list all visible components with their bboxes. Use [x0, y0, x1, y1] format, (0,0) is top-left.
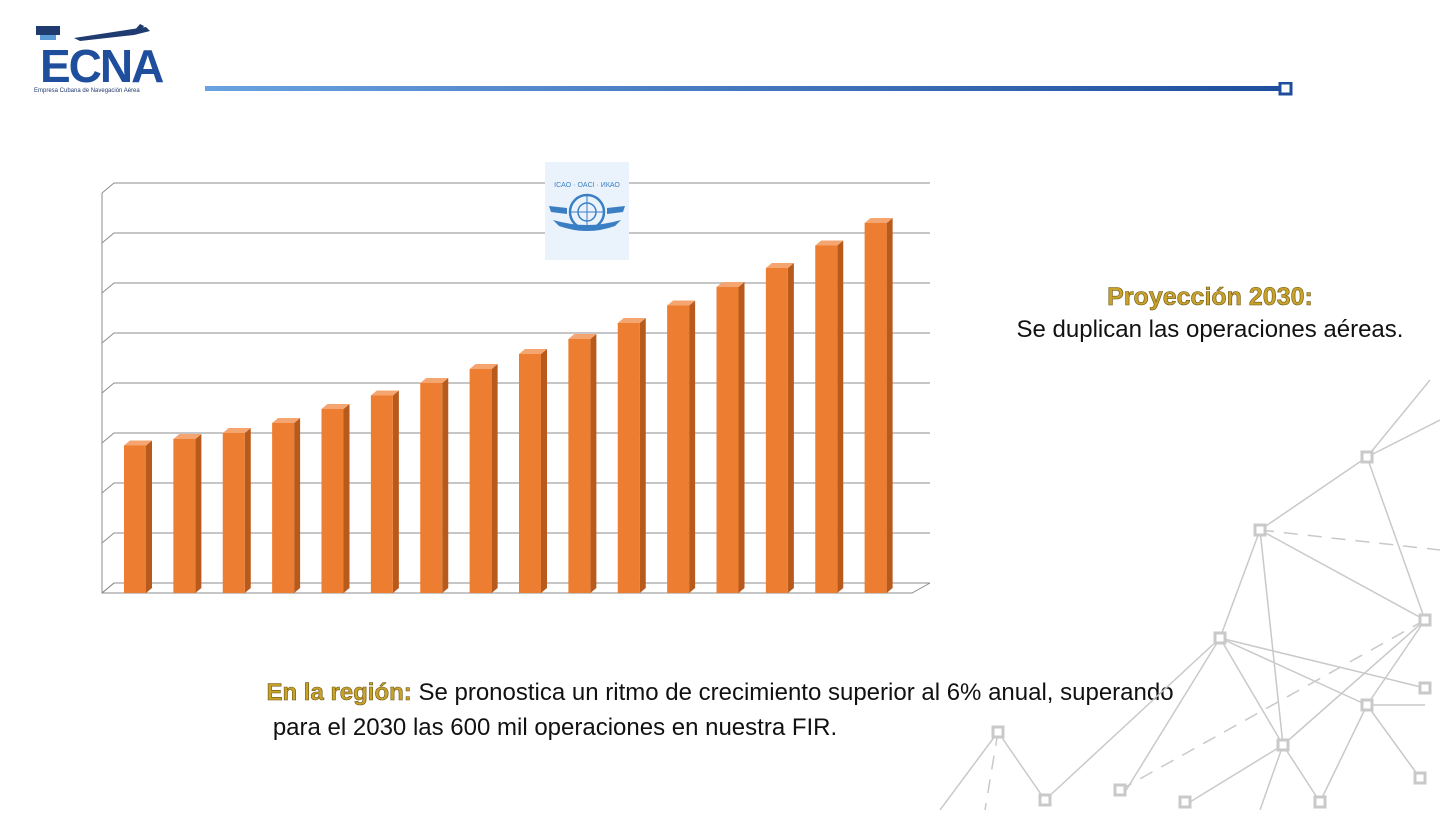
gridline: [101, 482, 930, 494]
logo-text: ECNA: [40, 40, 163, 88]
bar-top: [765, 263, 794, 268]
bar-side: [590, 334, 597, 593]
bar-side: [392, 390, 399, 593]
bar: [222, 433, 245, 593]
bar: [469, 369, 492, 593]
ecna-logo: ECNA Empresa Cubana de Navegación Aérea: [34, 22, 184, 102]
bar-side: [639, 318, 646, 593]
airplane-icon: [74, 24, 150, 41]
bar-top: [124, 440, 152, 446]
bar: [864, 223, 887, 593]
gridline: [101, 282, 930, 294]
bar-side: [244, 428, 251, 593]
projection-block: Proyección 2030: Se duplican las operaci…: [1010, 283, 1410, 346]
bar: [667, 305, 690, 593]
bar: [321, 409, 344, 593]
bar-side: [689, 300, 696, 593]
logo-caption: Empresa Cubana de Navegación Aérea: [34, 88, 140, 94]
bar-top: [370, 390, 399, 396]
bar-side: [787, 263, 794, 593]
bar-side: [146, 440, 152, 593]
bar-top: [222, 428, 251, 433]
icao-emblem-text: ICAO · OACI · ИКАО: [554, 182, 620, 189]
bar-top: [173, 434, 202, 439]
bar-side: [837, 240, 844, 593]
bar: [124, 445, 146, 593]
gridline: [101, 532, 930, 544]
bar-side: [442, 378, 449, 593]
bar: [765, 268, 788, 593]
bar: [568, 339, 591, 593]
axis-floor-edge: [101, 582, 115, 594]
bar-side: [738, 282, 745, 593]
bar-top: [519, 349, 547, 354]
axis-frame: [101, 193, 931, 594]
gridline: [101, 182, 930, 194]
bar: [272, 423, 295, 593]
bar-side: [491, 364, 498, 593]
bar-side: [343, 404, 350, 593]
bar-side: [294, 418, 301, 593]
region-text-line1: Se pronostica un ritmo de crecimiento su…: [411, 679, 1174, 706]
region-statement: En la región: Se pronostica un ritmo de …: [160, 676, 1280, 746]
region-label: En la región:: [266, 679, 412, 707]
bar: [815, 245, 838, 593]
bar-top: [568, 334, 597, 339]
bar-side: [886, 218, 893, 593]
bar: [519, 354, 541, 593]
bar: [173, 439, 196, 593]
bar-side: [195, 434, 202, 593]
operations-bar-chart: [90, 165, 940, 605]
tower-icon: [36, 26, 60, 35]
bar-top: [321, 404, 350, 409]
network-decoration: [930, 360, 1440, 811]
bar-top: [864, 218, 893, 223]
gridline: [101, 232, 930, 244]
gridline: [101, 332, 930, 344]
bar-top: [420, 378, 449, 383]
bar-side: [541, 349, 547, 593]
bar-top: [667, 300, 696, 306]
bar-top: [716, 282, 745, 287]
bar: [370, 395, 393, 593]
bar-top: [469, 364, 498, 369]
bar-top: [815, 240, 844, 246]
gridline: [101, 382, 930, 394]
icao-emblem: ICAO · OACI · ИКАО: [545, 162, 629, 260]
region-text-line2: para el 2030 las 600 mil operaciones en …: [272, 713, 838, 741]
bar-top: [272, 418, 301, 423]
bar-top: [617, 318, 646, 323]
header-divider: [205, 81, 1305, 98]
bar: [617, 323, 640, 593]
gridline: [101, 432, 930, 444]
projection-title: Proyección 2030:: [1107, 283, 1313, 312]
projection-text: Se duplican las operaciones aéreas.: [1016, 316, 1404, 343]
bar: [420, 383, 443, 593]
bar: [716, 287, 739, 593]
